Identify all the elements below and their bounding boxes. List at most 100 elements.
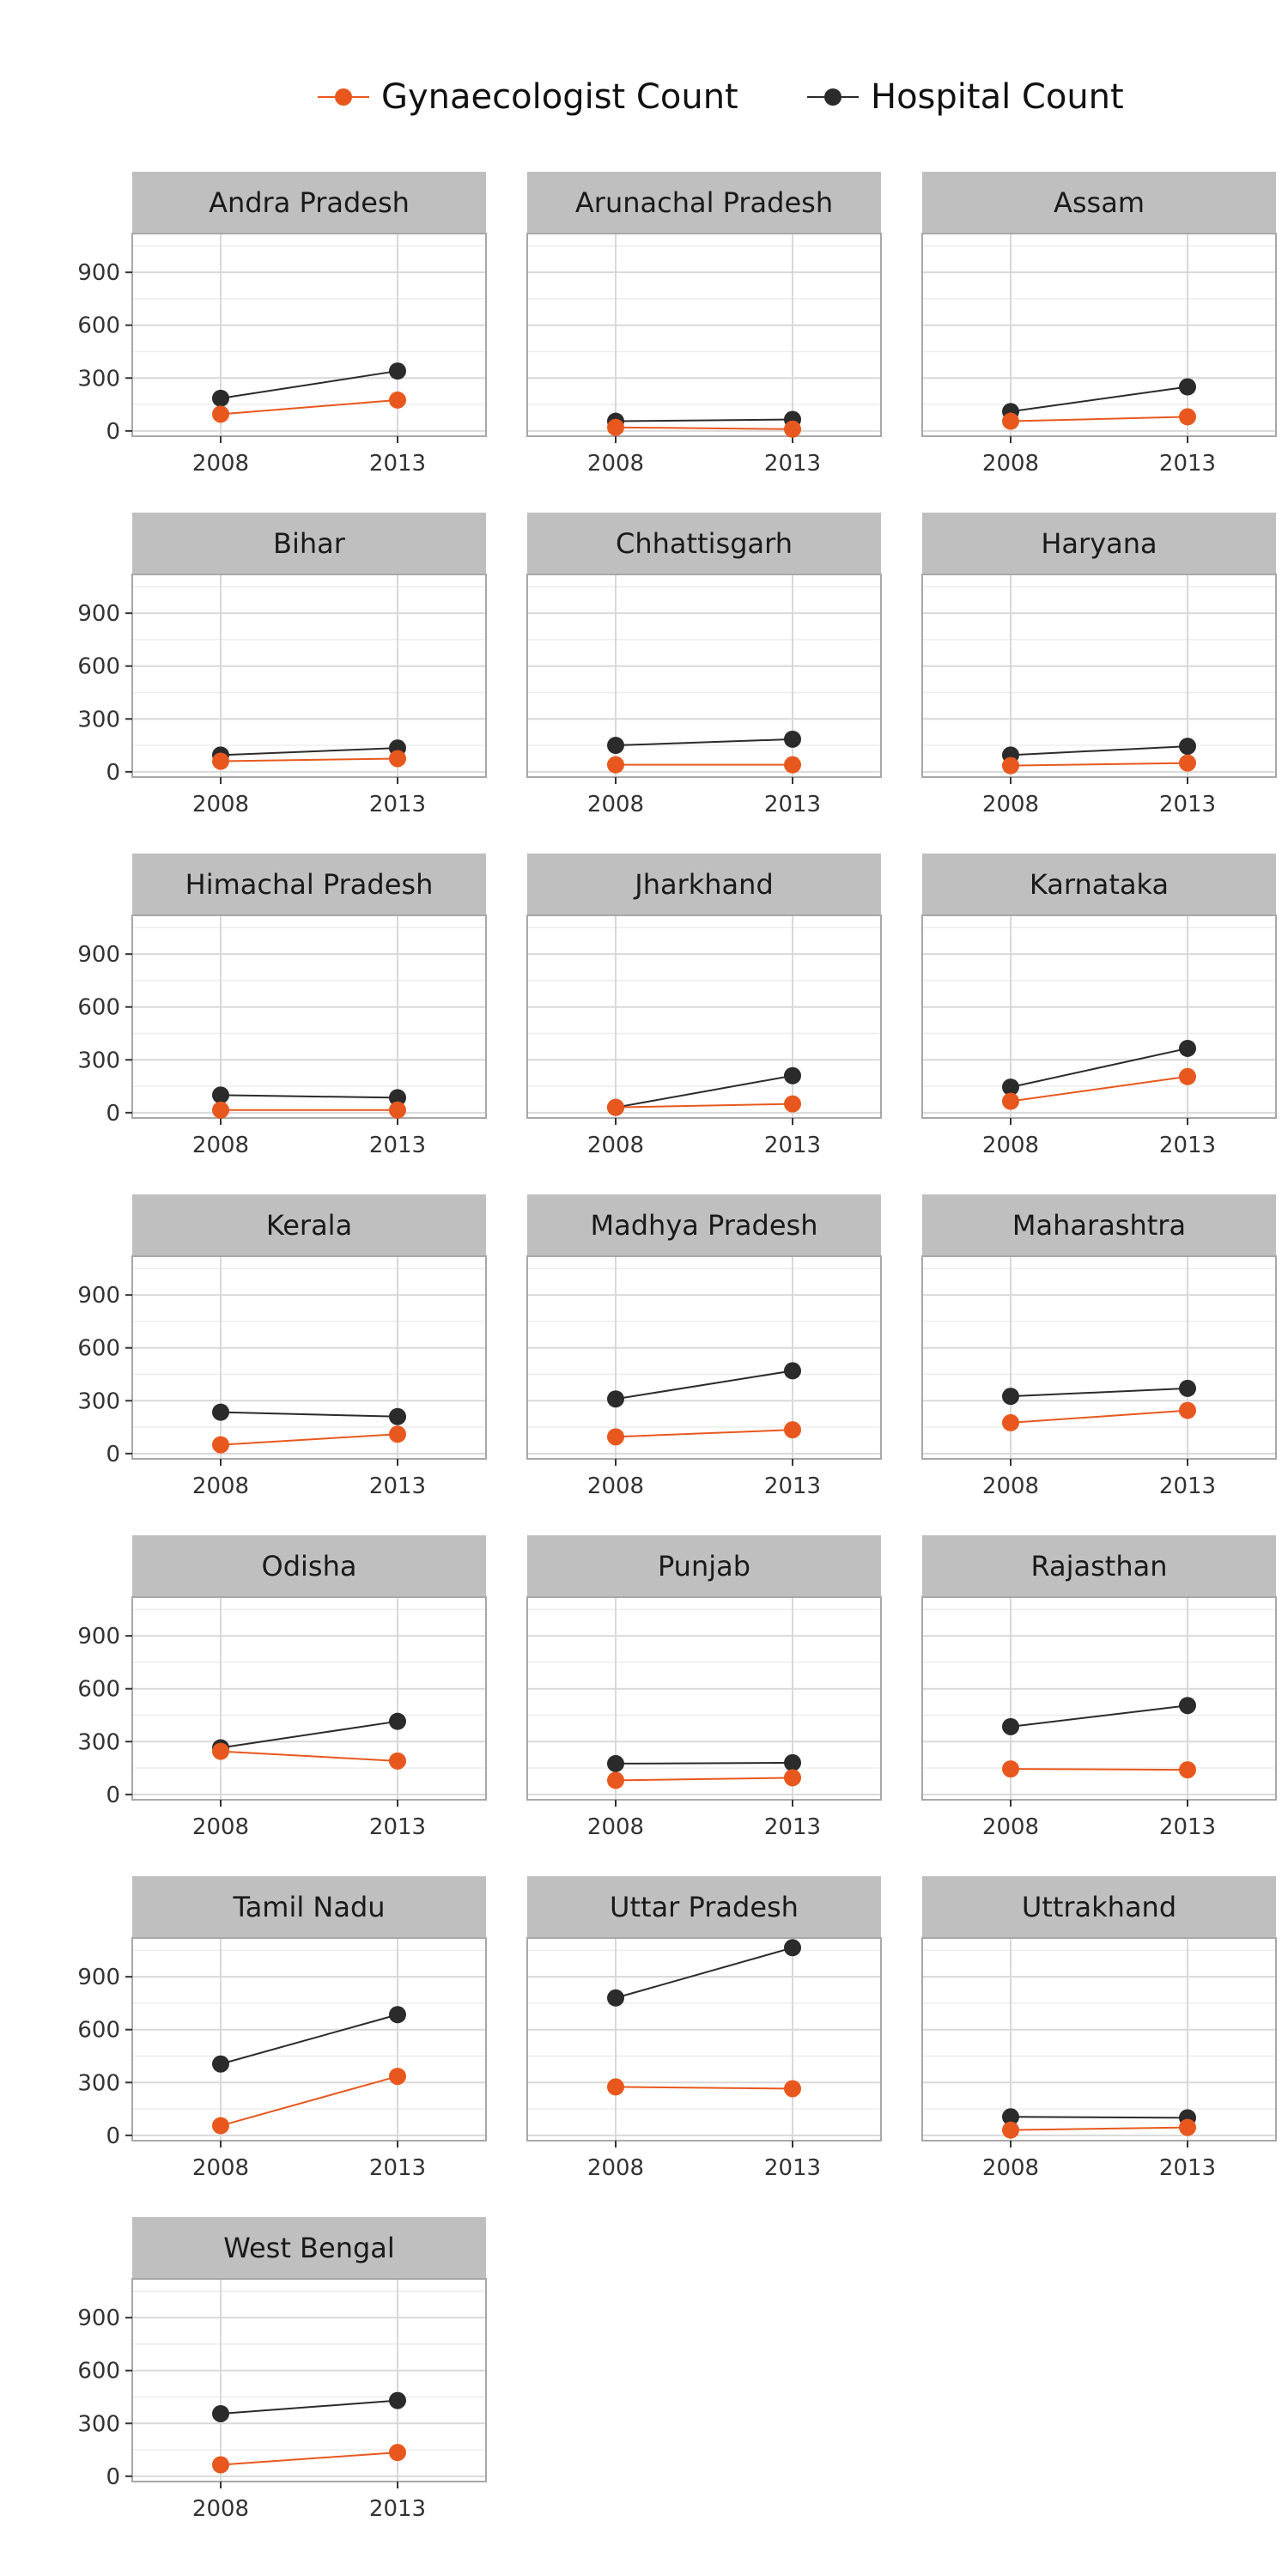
panel-border: [526, 1937, 882, 2142]
hospital-line: [615, 418, 793, 422]
y-tick-label: 0: [106, 2464, 120, 2490]
gynaecologist-point: [1179, 1067, 1196, 1085]
x-tick-label: 2008: [982, 792, 1039, 817]
x-tick-label: 2008: [982, 2155, 1039, 2181]
plot-background: [132, 2279, 486, 2482]
hospital-point: [212, 2404, 229, 2422]
hospital-point: [607, 1390, 624, 1408]
gynaecologist-line: [220, 1433, 398, 1446]
gynaecologist-point: [212, 405, 229, 423]
y-tick-label: 900: [77, 260, 120, 286]
plot-background: [527, 1256, 881, 1459]
hospital-line: [615, 1074, 793, 1109]
y-tick-label: 0: [106, 760, 120, 786]
gynaecologist-point: [212, 1436, 229, 1454]
hospital-line: [220, 1411, 398, 1418]
plot-background: [922, 1256, 1276, 1459]
facet-panel: Andra Pradesh 0 300 600 900 2008 2013: [77, 172, 487, 477]
x-tick-label: 2008: [982, 1133, 1039, 1158]
gynaecologist-line: [615, 1103, 793, 1109]
facet-strip: [922, 1535, 1276, 1597]
y-tick-label: 900: [77, 2306, 120, 2331]
gynaecologist-point: [389, 2444, 406, 2462]
facet-panel: Kerala 0 300 600 900 2008 2013: [77, 1194, 487, 1499]
facet-title: Punjab: [658, 1550, 750, 1583]
facet-panel: Himachal Pradesh 0 300 600 900 2008 2013: [77, 854, 487, 1158]
facet-title: Arunachal Pradesh: [575, 186, 833, 219]
panel-border: [526, 233, 882, 437]
gynaecologist-line: [615, 426, 793, 430]
gynaecologist-point: [212, 2117, 229, 2135]
hospital-point: [784, 1066, 801, 1084]
facet-strip: [132, 1876, 486, 1938]
x-tick-label: 2013: [764, 1473, 821, 1499]
x-tick-label: 2013: [369, 792, 426, 817]
hospital-point: [1002, 2108, 1019, 2126]
hospital-point: [784, 1939, 801, 1957]
facet-panel: Arunachal Pradesh 2008 2013: [526, 172, 882, 477]
gynaecologist-point: [212, 2456, 229, 2474]
hospital-point: [1179, 378, 1196, 396]
hospital-point: [389, 2391, 406, 2409]
facet-title: Jharkhand: [633, 868, 774, 901]
panel-border: [921, 233, 1277, 437]
panel-border: [526, 1255, 882, 1460]
panels-grid: Andra Pradesh 0 300 600 900 2008 2013 Arunachal…: [77, 172, 1277, 2522]
hospital-point: [1179, 1379, 1196, 1397]
hospital-point: [389, 1407, 406, 1425]
facet-strip: [132, 513, 486, 574]
gynaecologist-line: [615, 1777, 793, 1782]
x-tick-label: 2013: [369, 2496, 426, 2522]
x-tick-label: 2013: [369, 451, 426, 477]
gynaecologist-point: [784, 1769, 801, 1787]
x-tick-label: 2008: [192, 792, 249, 817]
facet-strip: [527, 1876, 881, 1938]
facet-title: Kerala: [266, 1209, 352, 1242]
hospital-point: [1179, 738, 1196, 756]
gynaecologist-point: [212, 752, 229, 770]
x-tick-label: 2013: [369, 2155, 426, 2181]
plot-background: [132, 234, 486, 436]
plot-background: [132, 574, 486, 777]
x-tick-label: 2008: [192, 451, 249, 477]
gynaecologist-point: [1002, 1413, 1019, 1431]
facet-title: Uttar Pradesh: [610, 1891, 799, 1923]
gynaecologist-line: [615, 2086, 793, 2090]
facet-title: Maharashtra: [1012, 1209, 1186, 1242]
hospital-point: [212, 2055, 229, 2073]
x-tick-label: 2013: [1159, 1473, 1216, 1499]
facet-title: Tamil Nadu: [232, 1891, 385, 1923]
panel-border: [131, 914, 487, 1119]
gynaecologist-point: [1179, 1761, 1196, 1779]
hospital-line: [1010, 386, 1188, 413]
facet-title: Andra Pradesh: [209, 186, 410, 219]
gynaecologist-point: [607, 418, 624, 436]
gynaecologist-line: [220, 398, 398, 416]
hospital-line: [220, 2014, 398, 2065]
x-tick-label: 2008: [192, 1473, 249, 1499]
plot-background: [922, 1938, 1276, 2141]
plot-background: [132, 1256, 486, 1459]
y-tick-label: 300: [77, 1048, 120, 1073]
gynaecologist-point: [1179, 2118, 1196, 2136]
facet-panel: Jharkhand 2008 2013: [526, 854, 882, 1158]
gynaecologist-point: [212, 1101, 229, 1119]
y-tick-label: 300: [77, 2070, 120, 2096]
facet-strip: [132, 854, 486, 915]
facet-title: West Bengal: [223, 2232, 395, 2264]
x-tick-label: 2008: [587, 451, 644, 477]
gynaecologist-point: [212, 1742, 229, 1760]
y-tick-label: 900: [77, 1965, 120, 1990]
gynaecologist-point: [607, 2078, 624, 2096]
facet-title: Madhya Pradesh: [591, 1209, 818, 1242]
panel-border: [921, 1596, 1277, 1801]
gynaecologist-point: [389, 750, 406, 768]
panel-border: [921, 1255, 1277, 1460]
hospital-point: [389, 1089, 406, 1107]
legend-hosp-marker: [824, 88, 841, 106]
y-tick-label: 600: [77, 313, 120, 339]
y-tick-label: 600: [77, 2359, 120, 2385]
y-tick-label: 300: [77, 707, 120, 732]
plot-background: [527, 574, 881, 777]
